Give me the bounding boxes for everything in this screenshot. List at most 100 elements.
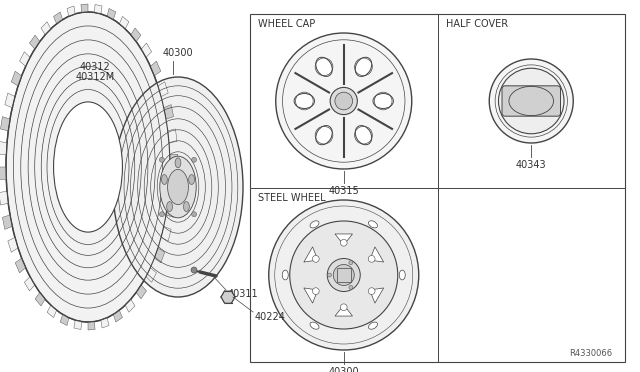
Ellipse shape	[310, 322, 319, 329]
Polygon shape	[370, 288, 383, 303]
Circle shape	[330, 87, 357, 115]
Polygon shape	[12, 71, 22, 86]
Circle shape	[327, 259, 360, 292]
Polygon shape	[0, 167, 6, 180]
Polygon shape	[304, 288, 318, 303]
Polygon shape	[169, 179, 178, 192]
Ellipse shape	[355, 126, 372, 145]
Polygon shape	[335, 234, 353, 245]
Text: STEEL WHEEL: STEEL WHEEL	[258, 193, 326, 203]
Polygon shape	[146, 268, 156, 282]
Circle shape	[269, 200, 419, 350]
Polygon shape	[164, 105, 173, 119]
Text: 40300: 40300	[163, 48, 193, 58]
Polygon shape	[113, 310, 122, 322]
Ellipse shape	[310, 221, 319, 228]
FancyBboxPatch shape	[502, 86, 561, 116]
Polygon shape	[136, 285, 147, 299]
Ellipse shape	[6, 12, 170, 322]
Ellipse shape	[54, 102, 122, 232]
Polygon shape	[101, 318, 109, 328]
Polygon shape	[88, 321, 95, 330]
Polygon shape	[158, 82, 168, 97]
Polygon shape	[304, 247, 318, 262]
Circle shape	[191, 212, 196, 217]
Text: HALF COVER: HALF COVER	[445, 19, 508, 29]
Circle shape	[333, 264, 355, 285]
Polygon shape	[41, 22, 51, 35]
Ellipse shape	[399, 270, 405, 280]
Circle shape	[312, 256, 319, 262]
Ellipse shape	[373, 93, 394, 109]
Polygon shape	[95, 4, 102, 14]
Ellipse shape	[355, 57, 372, 76]
Polygon shape	[67, 6, 75, 16]
Polygon shape	[154, 248, 164, 263]
Polygon shape	[0, 141, 7, 155]
Polygon shape	[120, 16, 129, 29]
Polygon shape	[335, 305, 353, 316]
Text: NISSAN: NISSAN	[332, 99, 355, 103]
Polygon shape	[166, 203, 175, 217]
Polygon shape	[54, 12, 63, 24]
Circle shape	[312, 288, 319, 295]
Text: 40224: 40224	[255, 312, 285, 322]
Ellipse shape	[161, 174, 167, 185]
Text: 40311: 40311	[228, 289, 259, 299]
Circle shape	[340, 304, 347, 311]
Polygon shape	[131, 28, 141, 42]
Text: 40300: 40300	[328, 367, 359, 372]
Polygon shape	[29, 35, 40, 49]
Circle shape	[159, 157, 164, 162]
Circle shape	[328, 273, 332, 277]
Ellipse shape	[168, 169, 188, 205]
Text: 40343: 40343	[516, 160, 547, 170]
Text: R4330066: R4330066	[569, 350, 612, 359]
Circle shape	[191, 157, 196, 162]
Polygon shape	[8, 237, 18, 252]
Circle shape	[159, 212, 164, 217]
Polygon shape	[0, 191, 8, 205]
Ellipse shape	[316, 126, 332, 145]
Circle shape	[349, 285, 353, 289]
Circle shape	[368, 288, 375, 295]
Circle shape	[290, 221, 397, 329]
Circle shape	[191, 267, 197, 273]
Ellipse shape	[189, 174, 195, 185]
Polygon shape	[74, 320, 81, 330]
Text: NISSAN: NISSAN	[516, 98, 546, 104]
Ellipse shape	[166, 202, 173, 212]
Polygon shape	[107, 9, 116, 20]
Text: 40315: 40315	[328, 186, 359, 196]
Polygon shape	[150, 61, 161, 76]
Ellipse shape	[294, 93, 314, 109]
Polygon shape	[15, 258, 26, 273]
Polygon shape	[47, 305, 56, 318]
Circle shape	[499, 68, 564, 134]
Polygon shape	[1, 117, 10, 131]
Polygon shape	[81, 4, 88, 13]
Polygon shape	[60, 314, 69, 326]
Circle shape	[489, 59, 573, 143]
Polygon shape	[221, 291, 235, 303]
Ellipse shape	[282, 270, 288, 280]
Text: WHEEL CAP: WHEEL CAP	[258, 19, 316, 29]
Ellipse shape	[369, 221, 378, 228]
Polygon shape	[5, 93, 15, 108]
Circle shape	[276, 33, 412, 169]
Ellipse shape	[316, 57, 332, 76]
Bar	[337, 268, 351, 282]
Ellipse shape	[184, 202, 189, 212]
Polygon shape	[24, 277, 35, 291]
Ellipse shape	[113, 77, 243, 297]
Text: 40312M: 40312M	[76, 72, 115, 82]
Polygon shape	[35, 292, 45, 306]
Polygon shape	[3, 215, 12, 230]
Polygon shape	[370, 247, 383, 262]
Polygon shape	[20, 52, 30, 66]
Polygon shape	[170, 154, 178, 167]
Circle shape	[340, 239, 347, 246]
Bar	[250, 14, 625, 362]
Circle shape	[335, 92, 353, 110]
Polygon shape	[168, 129, 177, 143]
